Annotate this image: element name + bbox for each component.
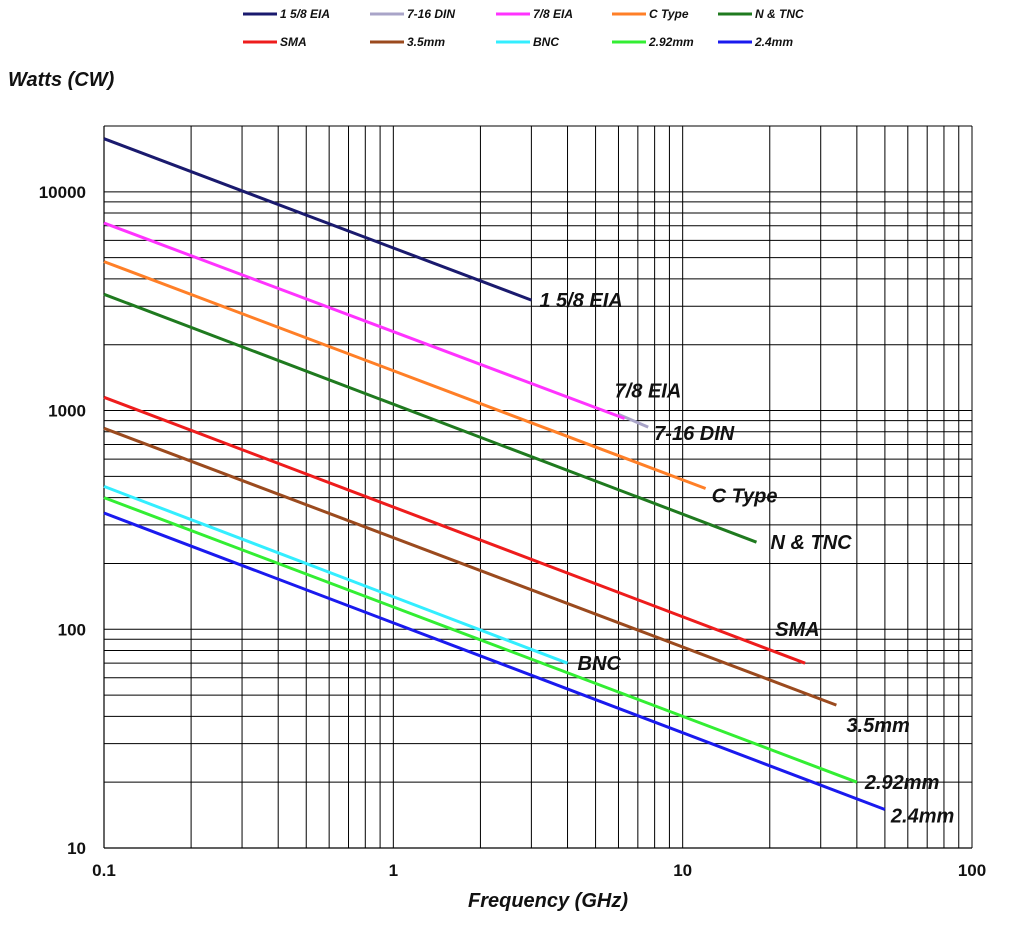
legend-entry: 1 5/8 EIA — [280, 7, 330, 21]
legend-entry: 7/8 EIA — [533, 7, 573, 21]
series-label-sma: SMA — [775, 619, 819, 641]
x-tick-label: 1 — [389, 861, 398, 880]
series-line-sma — [103, 395, 806, 665]
legend: 1 5/8 EIA 7-16 DIN 7/8 EIA C Type N & TNC SMA… — [243, 7, 804, 49]
series-line-3-5mm — [103, 426, 837, 707]
y-tick-label: 10000 — [39, 183, 86, 202]
legend-entry: 2.4mm — [754, 35, 793, 49]
series-label-3-5mm: 3.5mm — [846, 715, 909, 737]
legend-entry: SMA — [280, 35, 307, 49]
tick-labels: 0.1 1 10 100 10 100 1000 10000 — [39, 183, 986, 880]
series-line-c-type — [103, 260, 707, 490]
gridlines — [103, 125, 973, 849]
series-line-7-8-eia — [103, 221, 626, 420]
legend-entry: 7-16 DIN — [407, 7, 455, 21]
legend-entry: C Type — [649, 7, 689, 21]
series-label-7-8-eia: 7/8 EIA — [615, 380, 682, 402]
series-label-2-4mm: 2.4mm — [890, 805, 954, 827]
y-axis-title: Watts (CW) — [8, 69, 115, 91]
legend-entry: BNC — [533, 35, 559, 49]
series-label-1-5-8-eia: 1 5/8 EIA — [539, 290, 622, 312]
series-label-2-92mm: 2.92mm — [864, 772, 940, 794]
series-line-2-4mm — [103, 511, 886, 811]
x-axis-title: Frequency (GHz) — [468, 890, 628, 912]
series-line-n-tnc — [103, 292, 758, 544]
y-tick-label: 1000 — [48, 402, 86, 421]
y-tick-label: 10 — [67, 839, 86, 858]
series-line-bnc — [103, 484, 569, 665]
series-label-n-tnc: N & TNC — [771, 532, 853, 554]
series-labels: 1 5/8 EIA 7-16 DIN 7/8 EIA C Type N & TNC SMA… — [539, 290, 954, 827]
x-tick-label: 100 — [958, 861, 986, 880]
legend-entry: N & TNC — [755, 7, 804, 21]
series-label-7-16-din: 7-16 DIN — [654, 423, 735, 445]
series-lines — [103, 137, 886, 811]
series-label-c-type: C Type — [712, 486, 778, 508]
y-tick-label: 100 — [58, 620, 86, 639]
legend-entry: 3.5mm — [407, 35, 445, 49]
legend-entry: 2.92mm — [648, 35, 694, 49]
series-line-2-92mm — [103, 496, 858, 784]
x-tick-label: 10 — [673, 861, 692, 880]
x-tick-label: 0.1 — [92, 861, 116, 880]
series-label-bnc: BNC — [578, 653, 622, 675]
series-line-1-5-8-eia — [103, 137, 532, 302]
